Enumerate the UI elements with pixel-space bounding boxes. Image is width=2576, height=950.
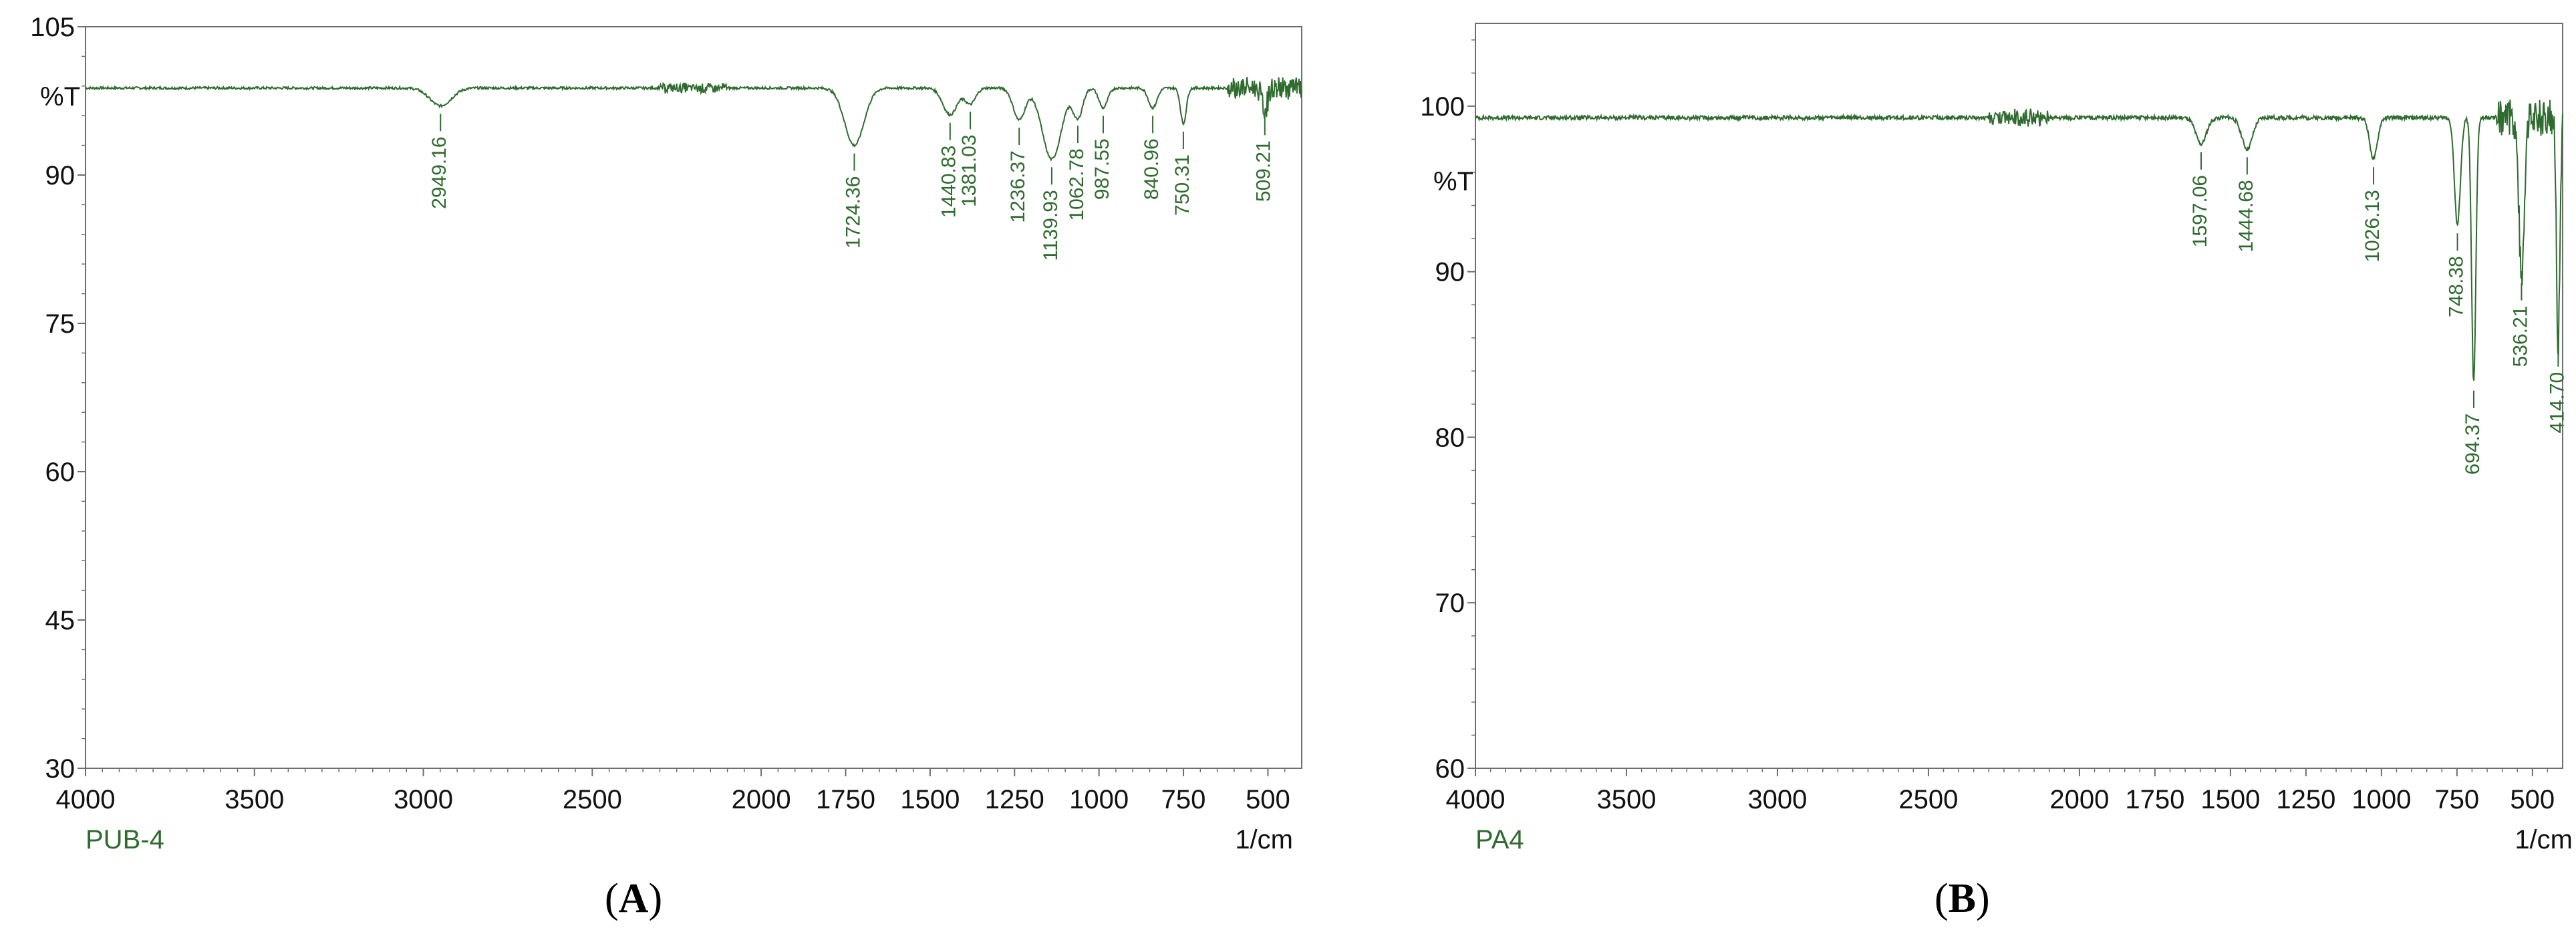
- spectrum-line: [85, 77, 1302, 162]
- peak-label: 1381.03: [958, 134, 980, 206]
- x-tick-label: 2000: [2049, 785, 2109, 814]
- x-tick-label: 2500: [1898, 785, 1958, 814]
- peak-label: 509.21: [1253, 140, 1275, 202]
- y-tick-label: 60: [45, 458, 76, 487]
- x-tick-label: 3000: [394, 785, 453, 814]
- y-tick-label: 70: [1435, 589, 1465, 618]
- spectrum-panel-a: 30 45 60 75 90 105 4000 3500 3000 2500 2000 1750 150…: [30, 13, 1302, 921]
- x-tick-label: 1250: [985, 785, 1044, 814]
- y-tick-label: 100: [1420, 92, 1465, 122]
- x-tick-label: 4000: [1446, 785, 1506, 814]
- sample-name: PA4: [1475, 825, 1524, 854]
- x-tick-label: 500: [2510, 785, 2555, 814]
- x-tick-label: 2000: [732, 785, 791, 814]
- peak-label: 840.96: [1141, 138, 1163, 200]
- peak-label: 987.55: [1091, 138, 1113, 200]
- y-tick-label: 90: [45, 161, 76, 190]
- x-tick-label: 1500: [900, 785, 960, 814]
- peak-label: 1724.36: [842, 176, 864, 249]
- peak-label: 694.37: [2462, 414, 2484, 475]
- y-axis-label: %T: [1433, 167, 1473, 196]
- y-tick-label: 45: [45, 606, 76, 635]
- x-tick-label: 1750: [816, 785, 875, 814]
- peak-label: 1236.37: [1007, 150, 1029, 222]
- x-tick-label: 3000: [1747, 785, 1807, 814]
- peak-label: 750.31: [1171, 154, 1193, 216]
- peak-label: 1440.83: [938, 146, 960, 218]
- peak-label: 1444.68: [2235, 180, 2257, 252]
- x-tick-label: 4000: [56, 785, 116, 814]
- peak-label: 536.21: [2509, 306, 2531, 367]
- x-unit-label: 1/cm: [1235, 825, 1293, 854]
- ftir-chart-a: 30 45 60 75 90 105 4000 3500 3000 2500 2000 1750 150…: [30, 13, 1302, 854]
- x-tick-label: 1250: [2276, 785, 2335, 814]
- plot-frame: [1475, 23, 2563, 769]
- peak-label: 748.38: [2445, 256, 2467, 317]
- peak-label: 2949.16: [428, 136, 450, 208]
- peak-label: 1026.13: [2362, 190, 2384, 262]
- caption-b: (B): [1935, 876, 1990, 921]
- x-tick-label: 2500: [563, 785, 622, 814]
- x-tick-label: 3500: [1596, 785, 1656, 814]
- x-tick-label: 1500: [2200, 785, 2260, 814]
- spectrum-panel-b: 60 70 80 90 100 4000 3500 3000 2500 2000 1750 1500 1…: [1363, 0, 2576, 950]
- x-tick-label: 3500: [225, 785, 284, 814]
- peak-label: 1139.93: [1040, 190, 1062, 261]
- plot-frame: [85, 26, 1302, 769]
- peak-label: 1597.06: [2189, 175, 2211, 247]
- y-axis-label: %T: [40, 82, 80, 112]
- x-unit-label: 1/cm: [2515, 825, 2573, 854]
- y-tick-label: 60: [1435, 754, 1465, 784]
- sample-name: PUB-4: [86, 825, 164, 854]
- x-tick-label: 750: [1161, 785, 1206, 814]
- y-tick-label: 90: [1435, 258, 1465, 287]
- y-tick-label: 80: [1435, 423, 1465, 452]
- caption-a: (A): [605, 876, 663, 921]
- x-tick-label: 1000: [2351, 785, 2411, 814]
- y-tick-label: 105: [30, 13, 75, 42]
- y-tick-label: 30: [45, 754, 76, 784]
- peak-label: 1062.78: [1066, 148, 1088, 220]
- peak-label: 414.70: [2546, 372, 2568, 434]
- x-tick-label: 1000: [1069, 785, 1129, 814]
- y-tick-label: 75: [45, 309, 76, 339]
- spectrum-line: [1475, 100, 2563, 381]
- x-tick-label: 500: [1246, 785, 1290, 814]
- x-tick-label: 750: [2434, 785, 2479, 814]
- x-tick-label: 1750: [2125, 785, 2184, 814]
- ftir-chart-b: 60 70 80 90 100 4000 3500 3000 2500 2000 1750 1500 1…: [1420, 23, 2573, 854]
